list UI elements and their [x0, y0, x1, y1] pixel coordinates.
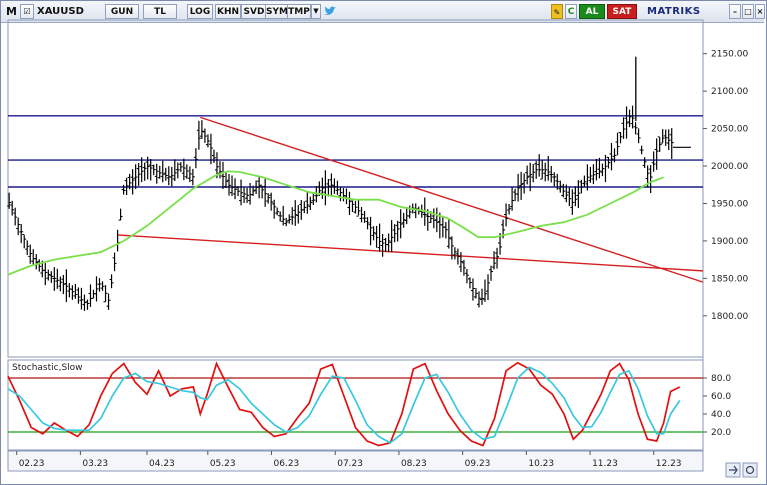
arrow-icon [729, 465, 738, 475]
x-tick-label: 06.23 [274, 459, 300, 469]
chevron-down-icon[interactable]: ▼ [311, 4, 321, 19]
buy-button[interactable]: AL [579, 4, 605, 19]
khn-button[interactable]: KHN [215, 4, 241, 19]
price-tick-label: 2150.00 [711, 50, 748, 60]
maximize-icon[interactable]: □ [742, 4, 754, 19]
close-icon[interactable]: × [755, 4, 765, 19]
price-tick-label: 2000.00 [711, 162, 748, 172]
price-tick-label: 1800.00 [711, 312, 748, 322]
x-tick-label: 03.23 [82, 459, 108, 469]
stochastic-plot-frame [7, 359, 704, 451]
stochastic-title: Stochastic,Slow [12, 363, 83, 373]
settings-icon [742, 462, 758, 478]
price-pane: 1800.00 1850.00 1900.00 1950.00 2000.00 2050.… [7, 19, 748, 450]
x-tick-label: 02.23 [19, 459, 45, 469]
brand-logo: MATRIKS [647, 6, 701, 17]
stochastic-tick-label: 60.0 [711, 392, 731, 402]
stochastic-k-line [7, 361, 681, 447]
x-tick-label: 04.23 [149, 459, 175, 469]
x-tick-label: 12.23 [656, 459, 682, 469]
x-tick-label: 08.23 [401, 459, 427, 469]
x-tick-label: 09.23 [465, 459, 491, 469]
symbol-toggle[interactable]: ☑ [20, 4, 34, 19]
x-axis-band [7, 450, 704, 472]
x-tick-label: 07.23 [337, 459, 363, 469]
sell-button[interactable]: SAT [607, 4, 637, 19]
price-bars [7, 56, 674, 311]
currency-button[interactable]: TL [143, 4, 177, 19]
stochastic-pane: Stochastic,Slow 20.0 40.0 60.0 80.0 [7, 359, 731, 451]
toolbar: M ☑ XAUUSD GUN TL LOG KHN SVD SYM TMP ▼ … [1, 1, 765, 23]
price-plot-frame [7, 19, 704, 358]
menu-label[interactable]: M [6, 5, 17, 18]
twitter-icon[interactable] [323, 4, 337, 18]
trend-line [116, 234, 704, 272]
c-icon[interactable]: C [565, 4, 577, 19]
svd-button[interactable]: SVD [241, 4, 267, 19]
stochastic-d-line [7, 366, 681, 444]
tmp-button[interactable]: TMP [287, 4, 311, 19]
symbol-name[interactable]: XAUUSD [37, 6, 84, 17]
price-tick-label: 1900.00 [711, 237, 748, 247]
stochastic-tick-label: 20.0 [711, 428, 731, 438]
moving-average-line [7, 170, 664, 276]
stochastic-tick-label: 40.0 [711, 410, 731, 420]
price-tick-label: 1950.00 [711, 199, 748, 209]
pencil-icon[interactable]: ✎ [551, 4, 563, 19]
period-button[interactable]: GUN [105, 4, 139, 19]
x-axis: 02.23 03.23 04.23 05.23 06.23 07.23 08.23 09.23… [7, 450, 758, 478]
minimize-icon[interactable]: – [729, 4, 741, 19]
price-tick-label: 2050.00 [711, 125, 748, 135]
x-tick-label: 11.23 [592, 459, 618, 469]
trend-line [200, 116, 704, 283]
stochastic-tick-label: 80.0 [711, 374, 731, 384]
price-tick-label: 2100.00 [711, 87, 748, 97]
log-button[interactable]: LOG [187, 4, 213, 19]
x-tick-label: 05.23 [210, 459, 236, 469]
gear-icon [745, 465, 755, 475]
x-tick-label: 10.23 [528, 459, 554, 469]
price-tick-label: 1850.00 [711, 274, 748, 284]
